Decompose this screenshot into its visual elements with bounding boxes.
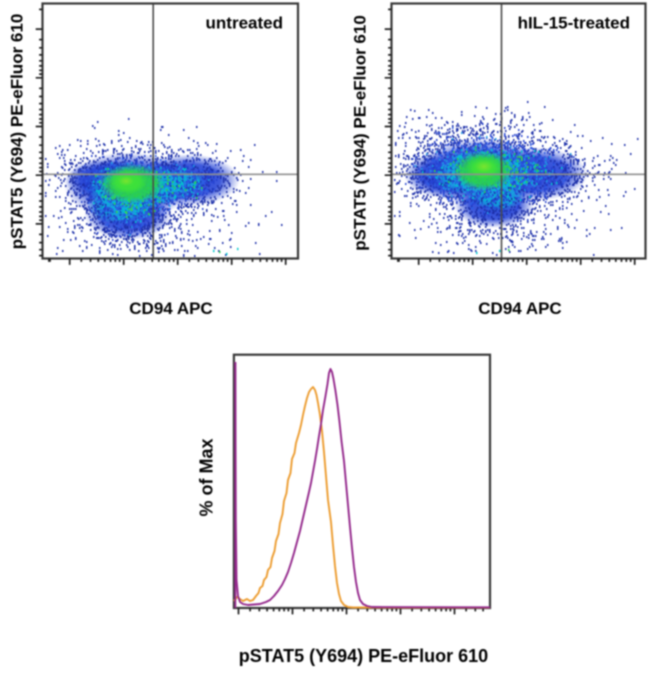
- svg-text:CD94 APC: CD94 APC: [129, 299, 212, 318]
- svg-text:hIL-15-treated: hIL-15-treated: [518, 14, 630, 33]
- svg-text:pSTAT5 (Y694) PE-eFluor 610: pSTAT5 (Y694) PE-eFluor 610: [239, 646, 488, 666]
- svg-text:pSTAT5 (Y694) PE-eFluor 610: pSTAT5 (Y694) PE-eFluor 610: [351, 15, 370, 251]
- svg-text:pSTAT5 (Y694) PE-eFluor 610: pSTAT5 (Y694) PE-eFluor 610: [8, 14, 27, 250]
- svg-text:% of Max: % of Max: [197, 438, 217, 516]
- svg-text:untreated: untreated: [206, 14, 283, 33]
- svg-text:CD94 APC: CD94 APC: [478, 299, 561, 318]
